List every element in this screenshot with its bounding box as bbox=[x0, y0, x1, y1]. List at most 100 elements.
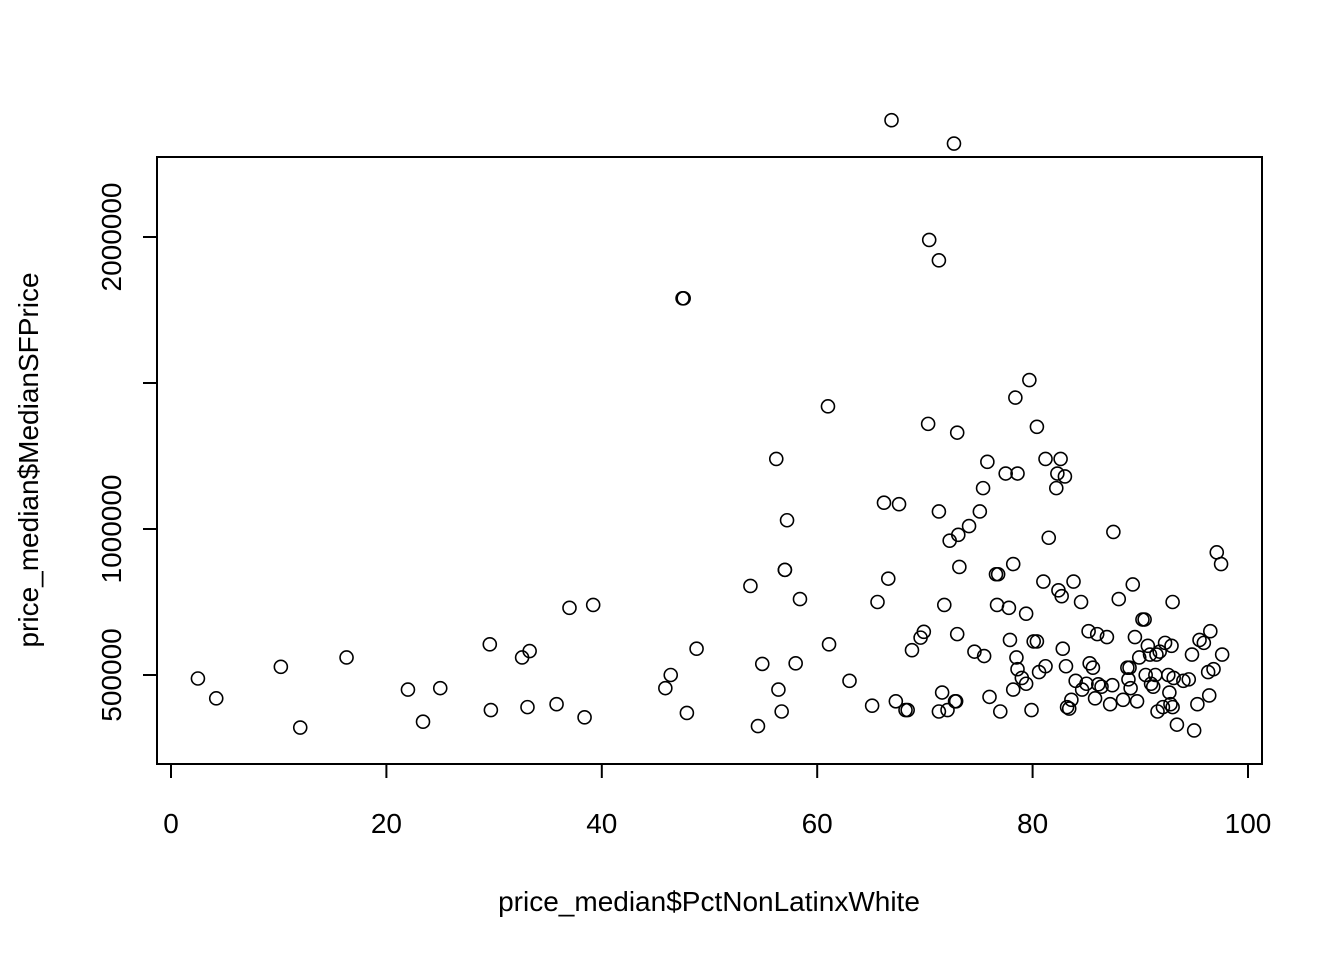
data-point bbox=[777, 562, 793, 578]
data-point bbox=[520, 699, 535, 715]
data-point bbox=[1050, 466, 1065, 481]
data-point bbox=[1026, 634, 1041, 649]
data-point bbox=[949, 626, 965, 642]
data-point bbox=[208, 691, 224, 706]
data-point bbox=[931, 704, 947, 719]
data-point bbox=[1057, 469, 1073, 484]
data-point bbox=[522, 643, 537, 659]
data-point bbox=[577, 710, 592, 725]
data-point bbox=[1142, 647, 1158, 662]
data-point bbox=[1001, 600, 1017, 616]
x-tick-label: 0 bbox=[163, 808, 179, 839]
data-point bbox=[1206, 661, 1221, 677]
data-point bbox=[1018, 606, 1034, 621]
data-point bbox=[1123, 680, 1138, 696]
data-point bbox=[990, 566, 1006, 582]
data-point bbox=[482, 637, 498, 652]
data-point bbox=[1129, 693, 1145, 709]
data-point bbox=[989, 597, 1005, 613]
x-tick-label: 40 bbox=[586, 808, 617, 839]
data-point bbox=[1213, 556, 1229, 572]
data-point bbox=[1010, 661, 1025, 677]
data-point bbox=[1081, 623, 1096, 639]
data-point bbox=[676, 291, 691, 306]
data-point bbox=[946, 136, 962, 151]
data-point bbox=[952, 559, 967, 575]
data-point bbox=[549, 696, 564, 712]
data-point bbox=[1036, 574, 1051, 589]
data-point bbox=[961, 518, 977, 534]
data-point bbox=[1090, 677, 1106, 692]
data-point bbox=[679, 705, 695, 721]
data-point bbox=[1079, 676, 1094, 692]
data-point bbox=[1085, 660, 1101, 676]
data-point bbox=[1008, 390, 1023, 405]
data-point bbox=[821, 637, 837, 652]
data-point bbox=[870, 594, 885, 610]
data-point bbox=[1089, 626, 1105, 642]
data-point bbox=[842, 673, 857, 689]
data-point bbox=[1162, 685, 1177, 700]
data-point bbox=[920, 416, 936, 432]
data-point bbox=[1143, 676, 1159, 692]
data-point bbox=[1061, 701, 1077, 716]
data-points bbox=[190, 112, 1230, 738]
data-point bbox=[975, 480, 991, 496]
data-point bbox=[949, 425, 965, 440]
data-point bbox=[1005, 682, 1021, 697]
data-point bbox=[1102, 696, 1118, 712]
data-point bbox=[998, 466, 1013, 481]
data-point bbox=[768, 451, 784, 467]
x-tick-label: 80 bbox=[1017, 808, 1048, 839]
data-point bbox=[774, 704, 789, 719]
data-point bbox=[1111, 591, 1127, 607]
data-point bbox=[1122, 660, 1137, 676]
data-point bbox=[788, 656, 803, 671]
data-point bbox=[1058, 658, 1074, 674]
data-point bbox=[1018, 676, 1034, 692]
data-point bbox=[980, 454, 995, 470]
data-point bbox=[1165, 699, 1180, 715]
data-point bbox=[904, 642, 920, 658]
data-point bbox=[880, 571, 896, 586]
data-point bbox=[292, 720, 308, 735]
data-point bbox=[432, 680, 448, 696]
data-point bbox=[950, 527, 966, 543]
data-point bbox=[1048, 480, 1064, 496]
data-point bbox=[1055, 641, 1071, 657]
x-axis: 0 20 40 60 80 100 bbox=[163, 763, 1272, 839]
data-point bbox=[658, 680, 673, 696]
data-point bbox=[1009, 650, 1024, 665]
data-point bbox=[1087, 691, 1103, 706]
data-point bbox=[273, 659, 289, 675]
data-point bbox=[982, 689, 997, 705]
data-point bbox=[1166, 670, 1181, 686]
data-point bbox=[792, 591, 808, 607]
data-point bbox=[1186, 723, 1202, 738]
data-point bbox=[1201, 688, 1217, 703]
data-point bbox=[1094, 679, 1109, 694]
data-point bbox=[931, 253, 947, 268]
x-tick-label: 60 bbox=[802, 808, 833, 839]
x-tick-label: 100 bbox=[1225, 808, 1272, 839]
data-point bbox=[916, 624, 932, 640]
data-point bbox=[1121, 672, 1136, 687]
data-point bbox=[1176, 673, 1191, 689]
y-tick-label: 500000 bbox=[96, 628, 127, 721]
y-axis-label: price_median$MedianSFPrice bbox=[13, 272, 44, 647]
data-point bbox=[1002, 632, 1018, 648]
data-point bbox=[1022, 372, 1037, 388]
data-point bbox=[1082, 656, 1097, 671]
data-point bbox=[1165, 594, 1180, 610]
y-tick-label: 2000000 bbox=[96, 182, 127, 291]
data-point bbox=[1115, 692, 1131, 708]
data-point bbox=[750, 718, 766, 734]
data-point bbox=[1024, 702, 1039, 718]
data-point bbox=[1099, 629, 1115, 645]
data-point bbox=[1029, 419, 1045, 435]
data-point bbox=[1164, 638, 1179, 654]
data-point bbox=[876, 495, 892, 511]
data-point bbox=[1041, 530, 1057, 546]
data-point bbox=[1125, 577, 1141, 592]
